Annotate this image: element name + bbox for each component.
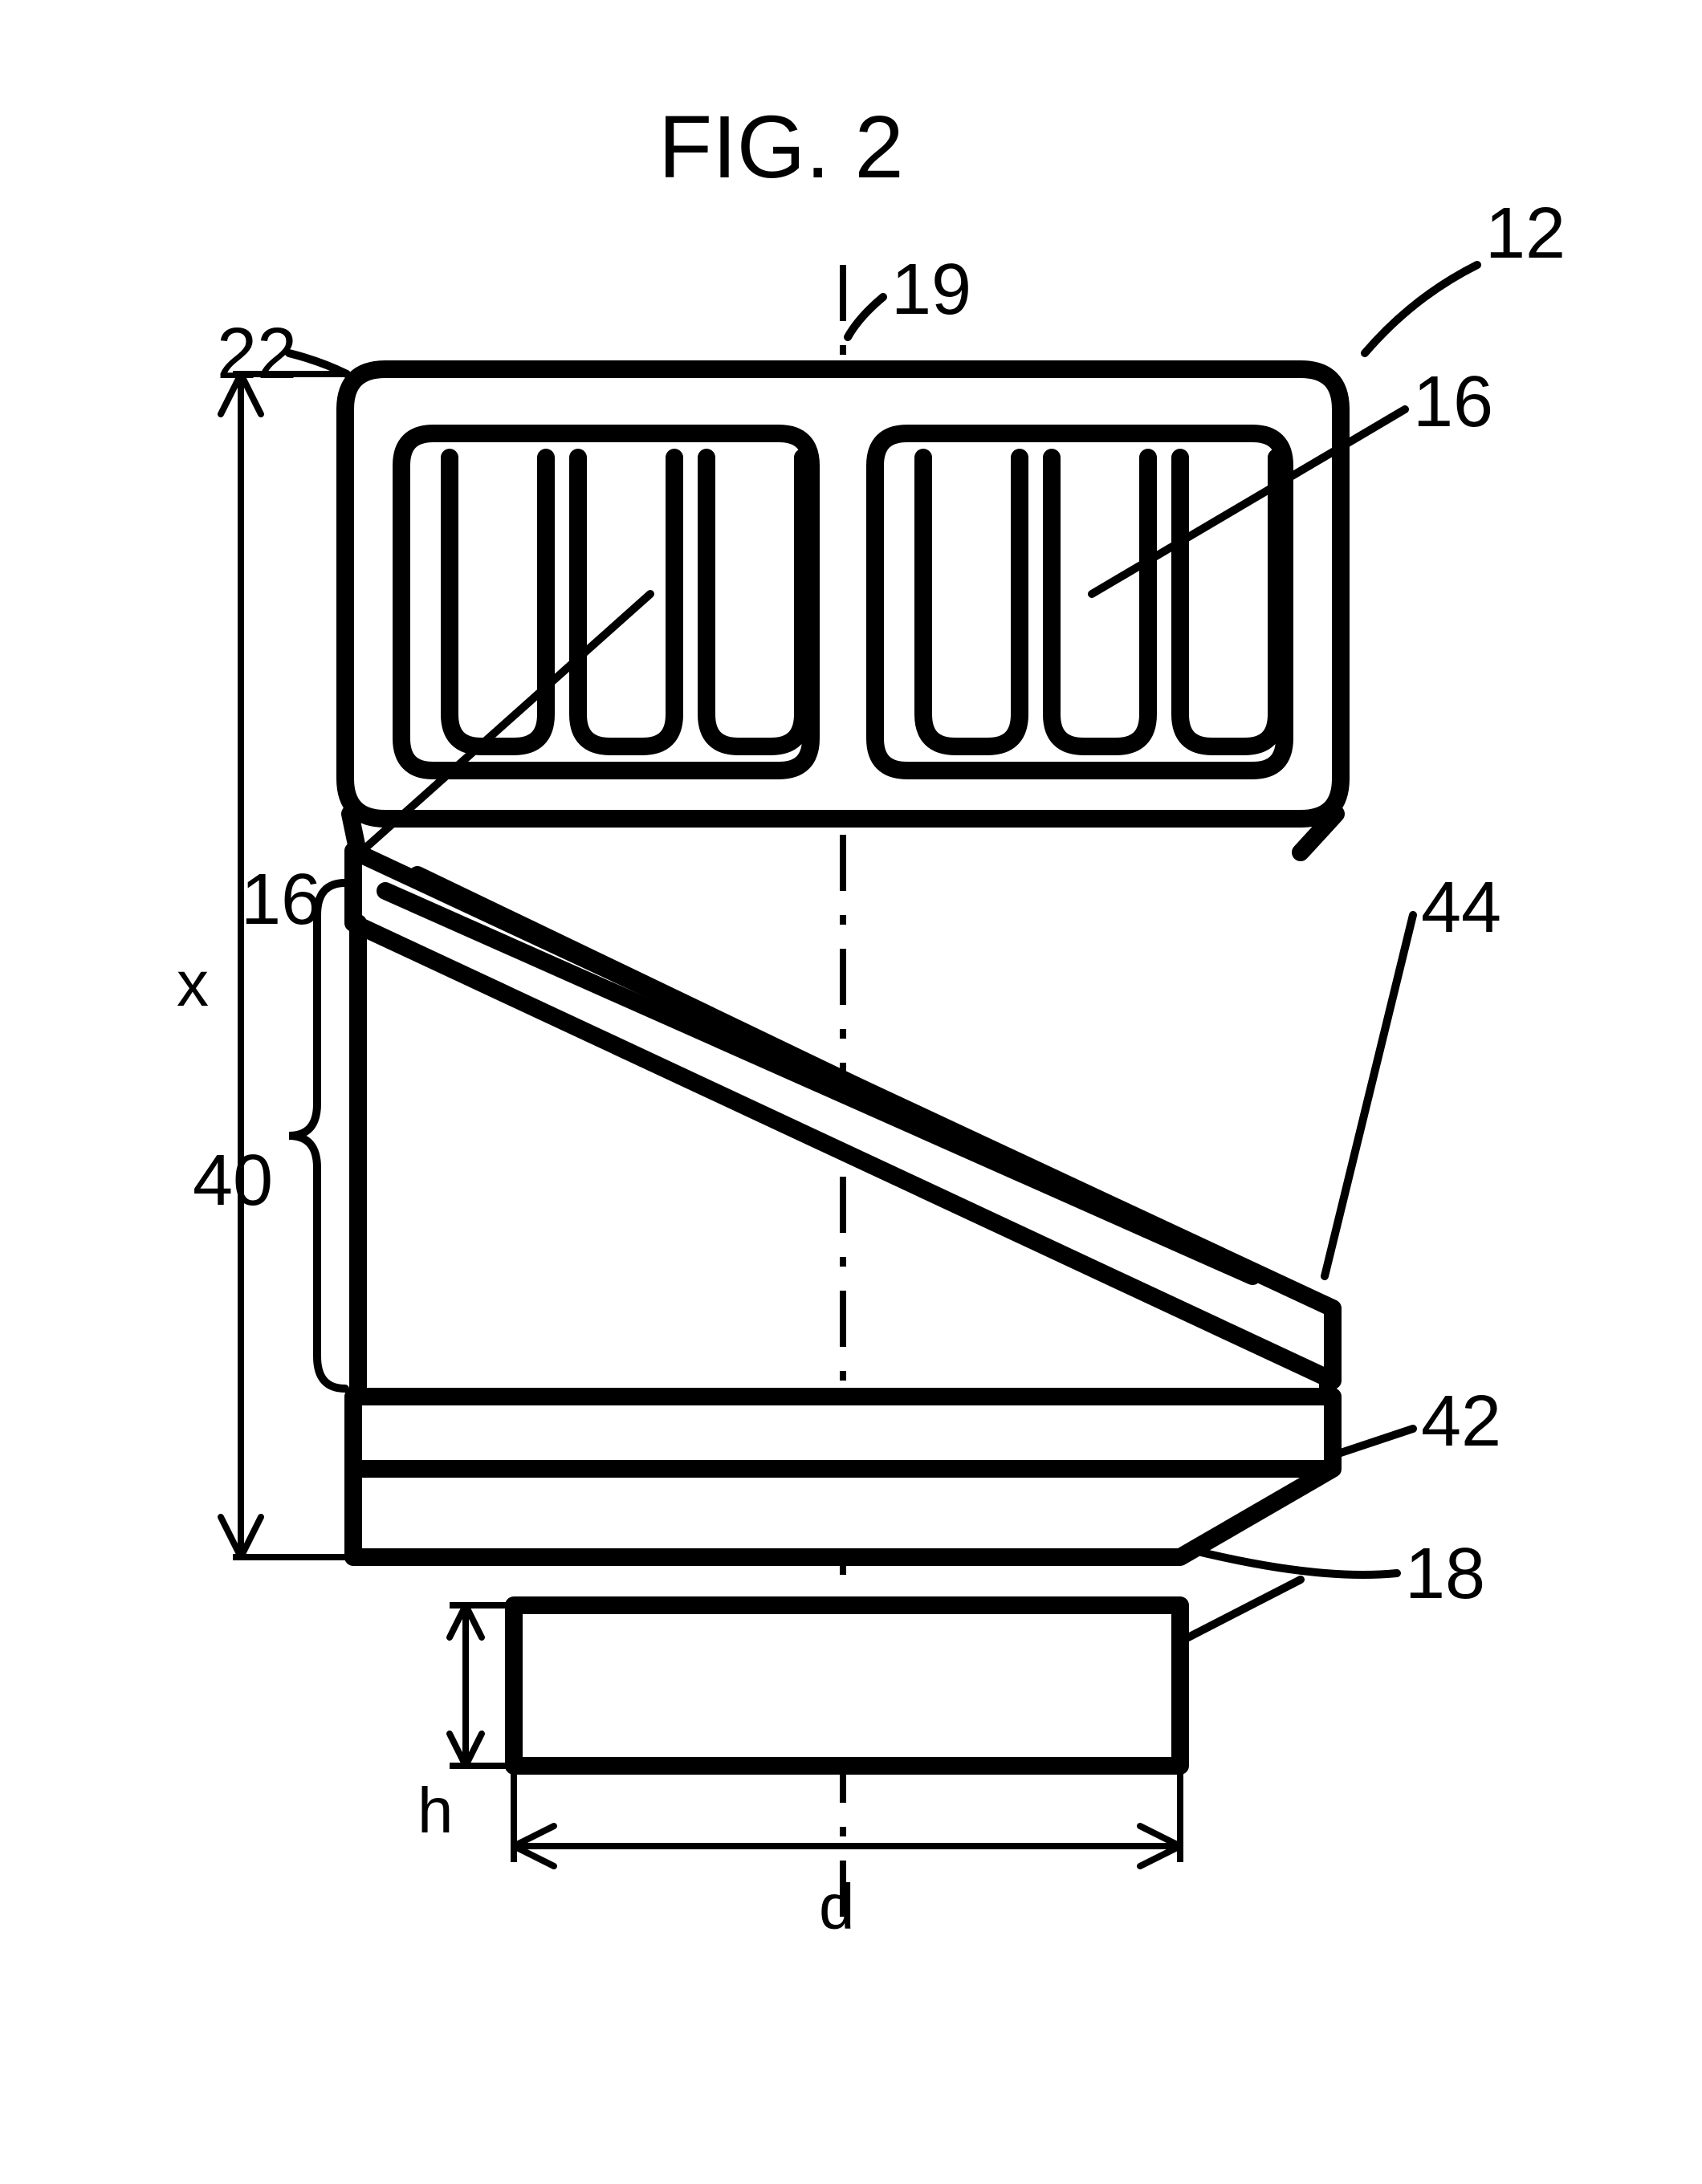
ref-chip: 18 <box>1405 1533 1485 1616</box>
figure-title: FIG. 2 <box>658 96 904 198</box>
ref-upper-plate: 44 <box>1421 867 1501 950</box>
dim-x-label: x <box>177 947 209 1021</box>
dim-h-label: h <box>417 1774 454 1848</box>
ref-fin-left: 16 <box>241 859 321 942</box>
ref-lower-plate: 42 <box>1421 1381 1501 1463</box>
figure-canvas: FIG. 2 12 19 22 16 16 40 44 42 18 x h d <box>0 0 1702 2184</box>
dim-d-label: d <box>819 1870 855 1944</box>
ref-assembly: 12 <box>1485 193 1566 275</box>
ref-midsection: 40 <box>193 1140 273 1222</box>
ref-fin-right: 16 <box>1413 361 1493 444</box>
ref-axis: 19 <box>891 249 971 331</box>
ref-heatsink-body: 22 <box>217 313 297 396</box>
